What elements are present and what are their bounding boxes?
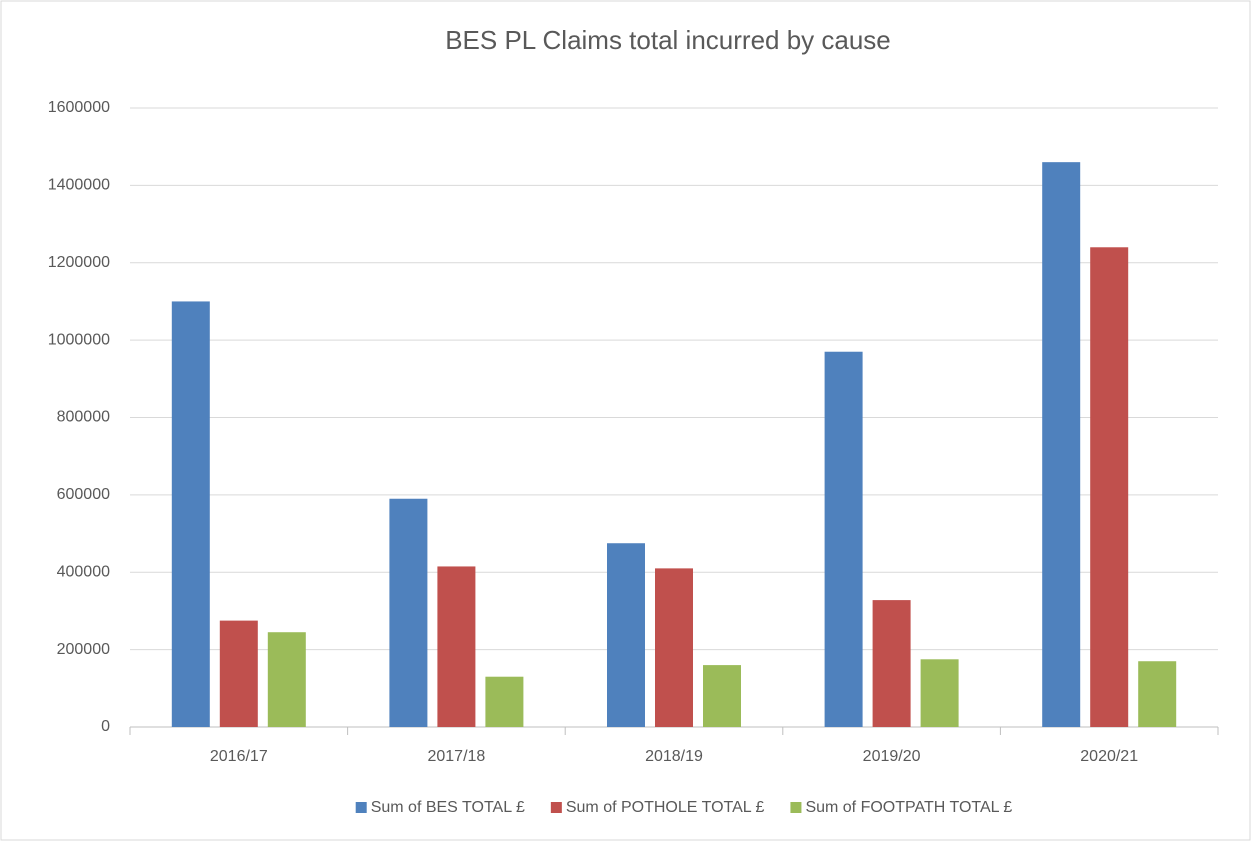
y-tick-label: 0 (101, 718, 110, 735)
legend-swatch (355, 802, 367, 813)
x-tick-label: 2020/21 (1080, 748, 1138, 765)
x-tick-label: 2019/20 (863, 748, 921, 765)
bar (703, 665, 741, 727)
y-tick-label: 1000000 (48, 331, 110, 348)
y-tick-label: 1400000 (48, 177, 110, 194)
legend-label: Sum of FOOTPATH TOTAL £ (805, 799, 1012, 816)
bar (920, 659, 959, 727)
bar (171, 301, 210, 727)
bar (872, 600, 911, 727)
bar (607, 543, 645, 727)
legend-swatch (550, 802, 562, 813)
y-tick-label: 1600000 (48, 99, 110, 116)
bar (437, 566, 476, 727)
legend-label: Sum of BES TOTAL £ (371, 799, 525, 816)
bar (655, 568, 693, 727)
bar (1138, 661, 1177, 727)
legend-label: Sum of POTHOLE TOTAL £ (566, 799, 765, 816)
x-tick-label: 2018/19 (645, 748, 703, 765)
chart-title: BES PL Claims total incurred by cause (445, 25, 891, 55)
bar (219, 620, 258, 727)
y-tick-label: 1200000 (48, 254, 110, 271)
y-tick-label: 600000 (57, 486, 110, 503)
x-tick-label: 2016/17 (210, 748, 268, 765)
y-tick-label: 800000 (57, 409, 110, 426)
y-tick-label: 200000 (57, 641, 110, 658)
bar (1042, 162, 1081, 728)
bar (824, 351, 863, 727)
bar (1090, 247, 1129, 727)
x-tick-label: 2017/18 (427, 748, 485, 765)
bar (389, 498, 428, 727)
legend-swatch (790, 802, 802, 813)
bar (267, 632, 306, 727)
y-tick-label: 400000 (57, 563, 110, 580)
bar (485, 676, 524, 727)
